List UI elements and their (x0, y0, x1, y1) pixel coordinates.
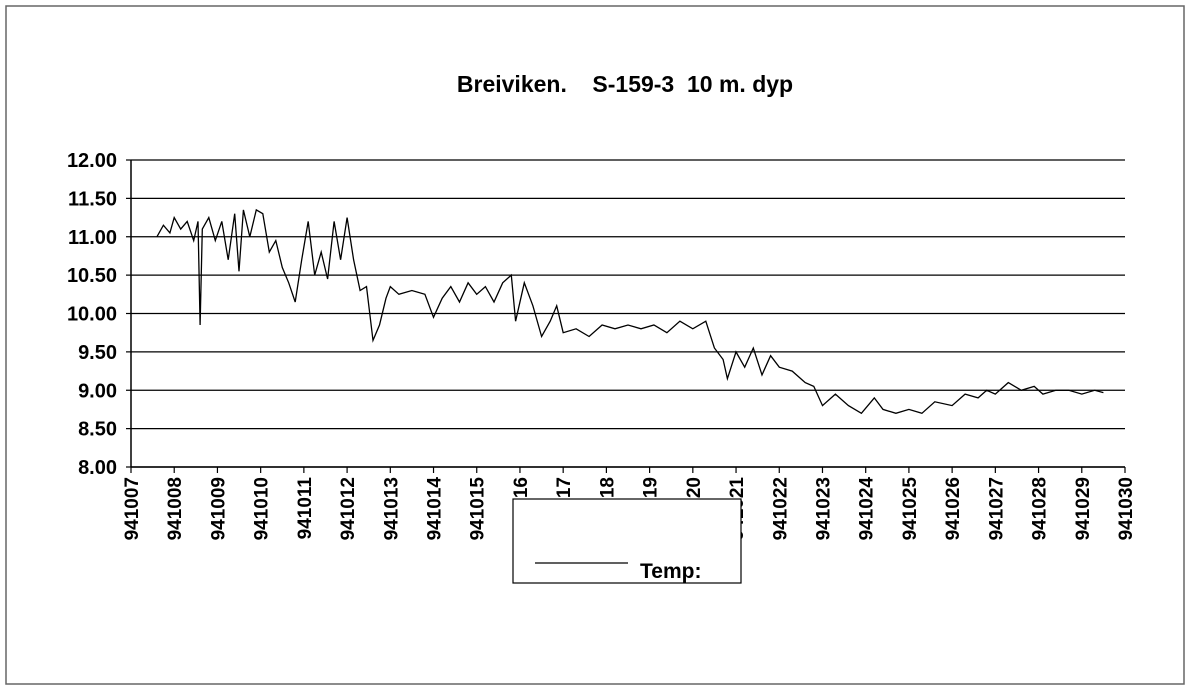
y-tick-label: 9.00 (78, 380, 117, 402)
x-tick-label: 941008 (165, 477, 186, 540)
y-tick-label: 10.50 (67, 265, 117, 287)
x-tick-label: 941010 (252, 477, 273, 540)
y-tick-label: 11.50 (68, 188, 117, 210)
y-tick-label: 10.00 (67, 304, 117, 326)
x-tick-label: 941009 (208, 477, 229, 540)
chart-title: Breiviken. S-159-3 10 m. dyp (457, 71, 793, 97)
x-tick-label: 941023 (813, 477, 834, 540)
legend-label: Temp: (640, 560, 701, 583)
x-tick-label: 941012 (338, 477, 359, 540)
x-tick-label: 941014 (425, 477, 446, 541)
y-tick-label: 11.00 (68, 227, 117, 249)
data-line (156, 208, 1104, 415)
y-tick-label: 12.00 (67, 150, 117, 172)
x-tick-label: 941015 (468, 477, 489, 541)
x-tick-label: 941025 (900, 477, 921, 541)
x-tick-label: 941007 (122, 477, 143, 540)
x-tick-label: 941024 (857, 477, 878, 541)
x-tick-label: 941026 (943, 477, 964, 540)
x-tick-label: 941022 (770, 477, 791, 540)
y-tick-label: 8.50 (78, 419, 117, 441)
legend-box (512, 498, 742, 584)
x-tick-label: 941027 (986, 477, 1007, 540)
chart-border (5, 5, 1185, 685)
x-tick-label: 941011 (295, 477, 316, 540)
x-tick-label: 941028 (1030, 477, 1051, 540)
x-tick-label: 941030 (1116, 477, 1137, 540)
y-tick-label: 8.00 (78, 457, 117, 479)
x-tick-label: 941013 (381, 477, 402, 540)
y-tick-label: 9.50 (78, 342, 117, 364)
x-tick-label: 941029 (1073, 477, 1094, 540)
